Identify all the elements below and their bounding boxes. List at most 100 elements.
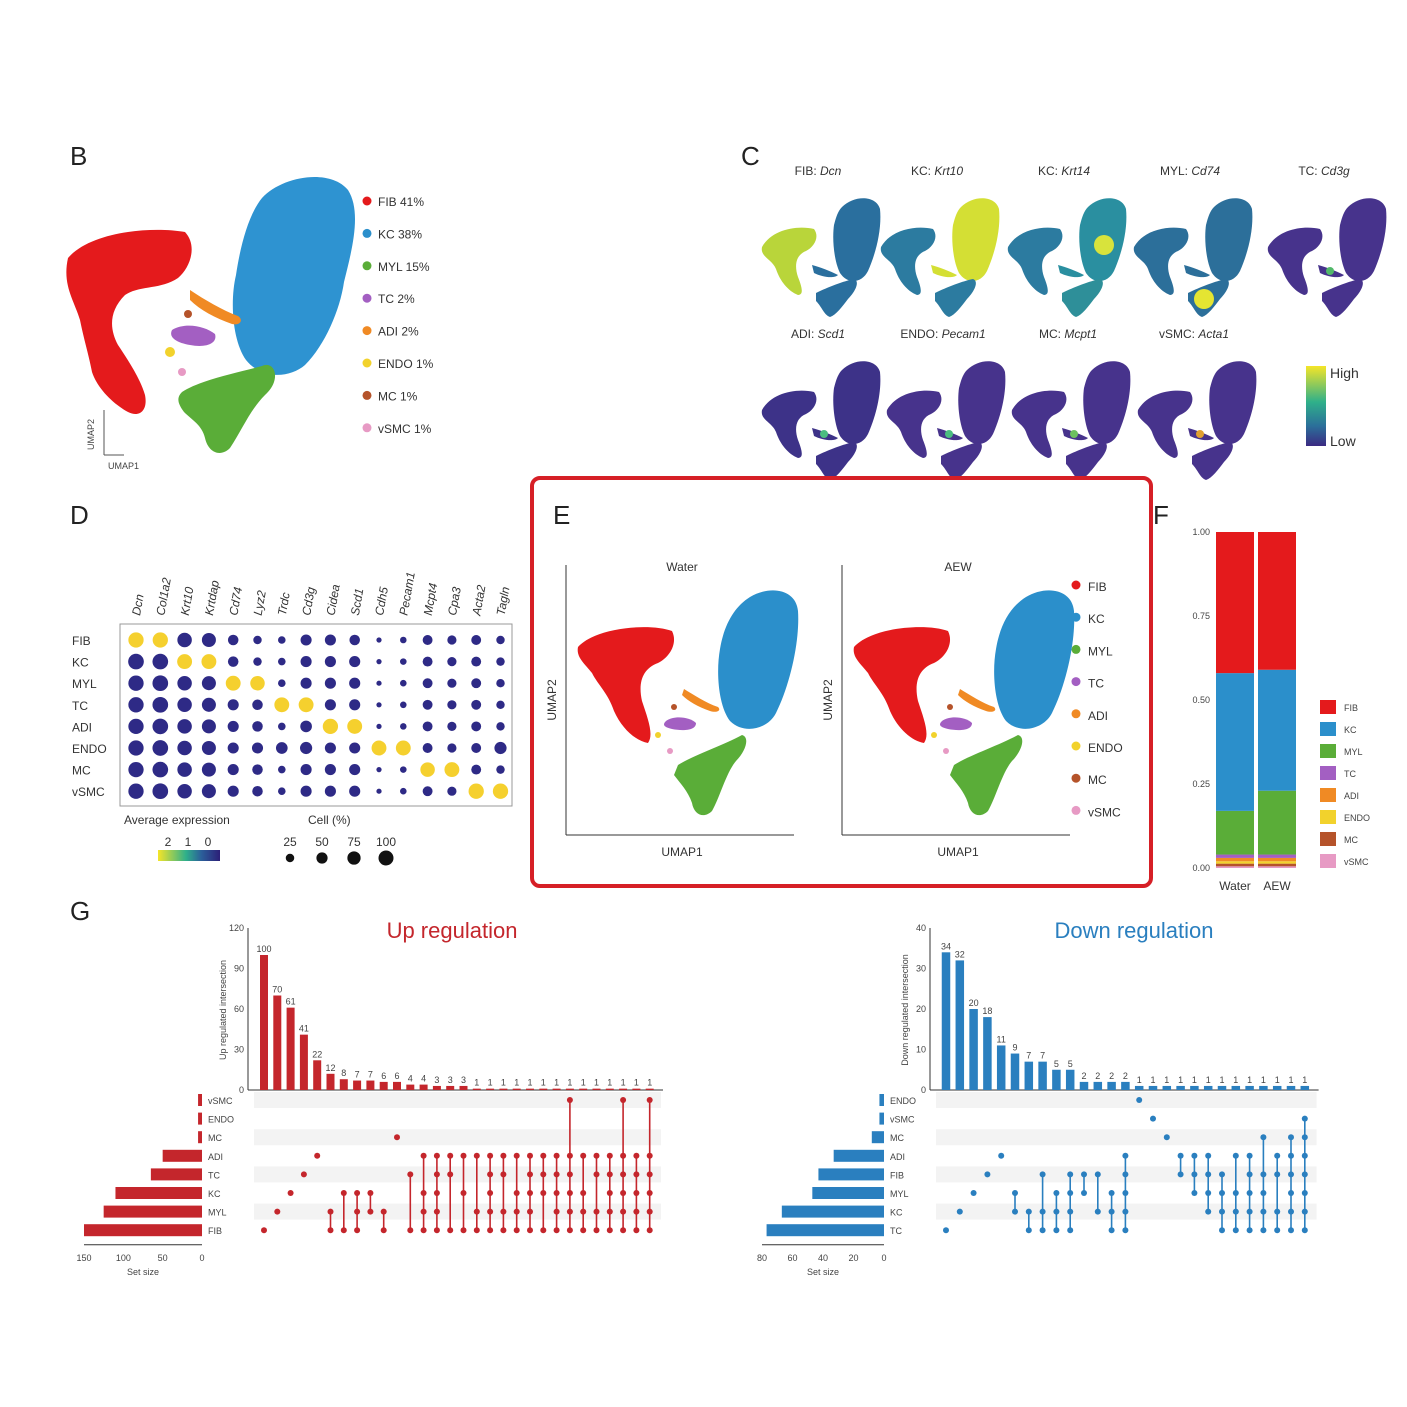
matrix-dot xyxy=(606,1190,613,1196)
dot-endo-pecam1 xyxy=(395,740,411,756)
intersection-bar xyxy=(1024,1061,1034,1090)
size-tick: 100 xyxy=(376,835,396,849)
legend-label-vsmc: vSMC xyxy=(1344,857,1369,867)
intersection-value-label: 1 xyxy=(1192,1075,1197,1085)
dot-tc-pecam1 xyxy=(400,701,407,709)
matrix-dot xyxy=(513,1152,520,1159)
dot-myl-cpa3 xyxy=(447,678,457,688)
matrix-dot xyxy=(447,1227,454,1234)
feature-region-fib xyxy=(1267,227,1323,295)
matrix-dot xyxy=(1260,1208,1267,1215)
intersection-value-label: 6 xyxy=(394,1071,399,1081)
matrix-dot xyxy=(553,1171,560,1178)
feature-title-4: TC: Cd3g xyxy=(1298,164,1350,178)
umap-cluster-adi xyxy=(190,290,241,325)
matrix-dot xyxy=(527,1227,533,1234)
umap-region-kc xyxy=(994,590,1075,729)
intersection-value-label: 1 xyxy=(514,1078,519,1088)
matrix-dot xyxy=(1205,1208,1212,1215)
intersection-bar xyxy=(619,1088,628,1090)
set-label-kc: KC xyxy=(208,1189,221,1199)
matrix-dot xyxy=(1025,1227,1032,1234)
intersection-value-label: 5 xyxy=(1054,1059,1059,1069)
dot-tc-dcn xyxy=(128,697,144,713)
dot-myl-lyz2 xyxy=(250,675,265,691)
matrix-dot xyxy=(1301,1152,1308,1159)
intersection-bar xyxy=(1203,1085,1213,1090)
intersection-value-label: 20 xyxy=(969,998,979,1008)
matrix-dot xyxy=(1288,1227,1294,1234)
legend-label-mc: MC xyxy=(1344,835,1358,845)
matrix-dot xyxy=(1136,1097,1143,1103)
matrix-dot xyxy=(943,1227,949,1234)
set-size-tick: 20 xyxy=(848,1253,858,1263)
legend-label-tc: TC xyxy=(1088,677,1104,691)
matrix-dot xyxy=(1219,1208,1225,1215)
gene-label-col1a2: Col1a2 xyxy=(153,576,173,616)
intersection-bar xyxy=(552,1088,561,1090)
matrix-dot xyxy=(1288,1190,1294,1196)
intersection-value-label: 1 xyxy=(541,1078,546,1088)
matrix-row-band xyxy=(254,1129,661,1146)
matrix-dot xyxy=(1122,1152,1129,1159)
dot-tc-scd1 xyxy=(349,699,361,711)
stacked-segment-water-mc xyxy=(1216,863,1254,867)
intersection-bar xyxy=(366,1080,375,1090)
feature-region-kc xyxy=(958,361,1006,445)
matrix-dot xyxy=(1025,1208,1032,1215)
matrix-dot xyxy=(646,1227,653,1234)
set-size-tick: 0 xyxy=(199,1253,204,1263)
matrix-dot xyxy=(460,1190,467,1196)
intersection-value-label: 1 xyxy=(1288,1075,1293,1085)
matrix-dot xyxy=(1301,1171,1308,1178)
intersection-bar xyxy=(1162,1085,1172,1090)
umap-region-vsmc xyxy=(943,748,949,754)
stacked-segment-aew-vsmc xyxy=(1258,866,1296,868)
intersection-bar xyxy=(379,1081,388,1090)
expression-tick: 0 xyxy=(205,835,212,849)
matrix-dot xyxy=(620,1190,627,1196)
stacked-segment-water-vsmc xyxy=(1216,866,1254,868)
dot-fib-scd1 xyxy=(349,634,360,646)
celltype-label-kc: KC xyxy=(72,656,89,670)
dot-vsmc-lyz2 xyxy=(252,785,263,797)
feature-umap-1 xyxy=(880,198,1000,317)
matrix-dot xyxy=(1039,1227,1046,1234)
feature-title-2: KC: Krt14 xyxy=(1038,164,1090,178)
category-label-aew: AEW xyxy=(1263,879,1291,893)
legend-label-adi: ADI xyxy=(1088,709,1108,723)
scale-high-label: High xyxy=(1330,365,1359,381)
matrix-dot xyxy=(1177,1171,1184,1178)
feature-region-myl xyxy=(1062,279,1103,317)
dot-fib-cidea xyxy=(324,634,336,646)
matrix-dot xyxy=(580,1208,587,1215)
intersection-bar xyxy=(539,1088,548,1090)
matrix-dot xyxy=(1094,1208,1101,1215)
dot-mc-cpa3 xyxy=(444,762,460,778)
matrix-dot xyxy=(1246,1171,1253,1178)
legend-swatch-mc xyxy=(1320,832,1336,846)
intersection-bar xyxy=(486,1088,495,1090)
intersection-tick: 120 xyxy=(229,923,244,933)
intersection-tick: 60 xyxy=(234,1004,244,1014)
dot-tc-cidea xyxy=(324,699,336,711)
intersection-bar xyxy=(419,1084,428,1090)
dot-adi-pecam1 xyxy=(400,723,407,730)
matrix-row-band xyxy=(254,1166,661,1183)
intersection-bar xyxy=(393,1081,401,1090)
matrix-dot xyxy=(500,1171,507,1178)
dot-mc-cd3g xyxy=(300,764,312,776)
feature-title-6: ENDO: Pecam1 xyxy=(900,327,985,341)
matrix-dot xyxy=(1053,1227,1060,1234)
feature-region-kc xyxy=(1209,361,1257,445)
matrix-dot xyxy=(420,1152,427,1159)
legend-label-fib: FIB xyxy=(1344,703,1358,713)
intersection-value-label: 4 xyxy=(421,1074,426,1084)
gene-label-scd1: Scd1 xyxy=(348,587,367,616)
set-size-bar-mc xyxy=(871,1131,884,1144)
intersection-bar xyxy=(1190,1085,1199,1090)
umap-region-vsmc xyxy=(667,748,673,754)
matrix-dot xyxy=(646,1190,653,1196)
set-size-tick: 0 xyxy=(881,1253,886,1263)
dot-mc-mcpt4 xyxy=(420,762,435,777)
